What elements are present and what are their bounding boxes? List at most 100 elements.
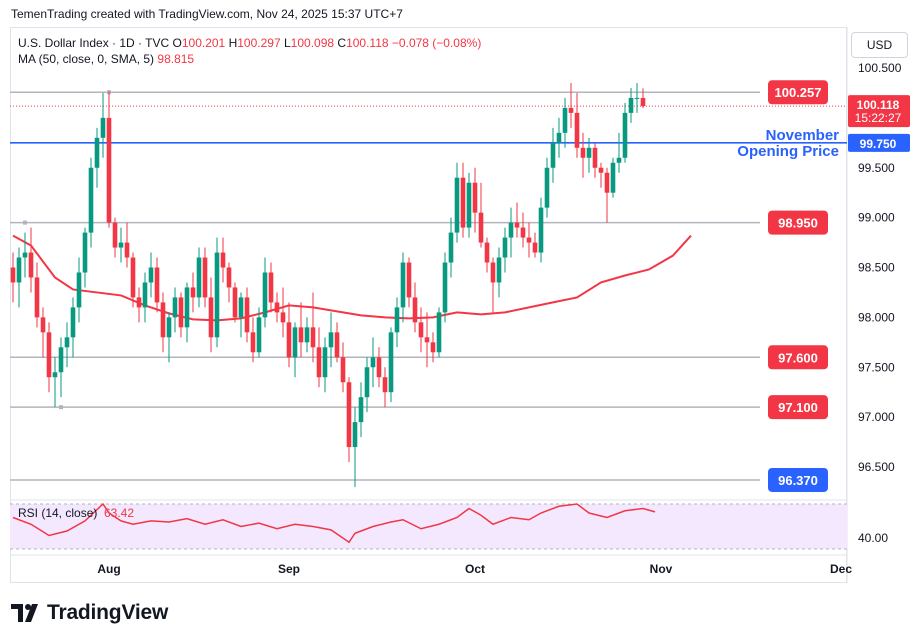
candle-body-60[interactable] — [370, 357, 376, 368]
candle-body-70[interactable] — [430, 342, 436, 353]
candle-body-94[interactable] — [574, 112, 580, 148]
level-box-3[interactable] — [768, 395, 828, 420]
candle-body-9[interactable] — [64, 337, 70, 348]
candle-body-49[interactable] — [304, 327, 310, 343]
candle-body-104[interactable] — [634, 97, 640, 99]
candle-body-76[interactable] — [466, 182, 472, 228]
candle-body-18[interactable] — [118, 242, 124, 248]
candle-body-32[interactable] — [202, 257, 208, 298]
candle-body-12[interactable] — [82, 232, 88, 273]
candle-body-34[interactable] — [214, 252, 220, 338]
candle-body-83[interactable] — [508, 222, 514, 238]
candle-body-96[interactable] — [586, 147, 592, 158]
candle-body-78[interactable] — [478, 212, 484, 243]
candle-body-99[interactable] — [604, 172, 610, 193]
candle-body-80[interactable] — [490, 262, 496, 283]
candle-body-68[interactable] — [418, 322, 424, 338]
candle-body-50[interactable] — [310, 327, 316, 348]
candle-body-86[interactable] — [526, 237, 532, 243]
candle-body-26[interactable] — [166, 317, 172, 338]
candle-body-97[interactable] — [592, 147, 598, 168]
candle-body-48[interactable] — [298, 327, 304, 343]
candle-body-87[interactable] — [532, 242, 538, 253]
candle-body-25[interactable] — [160, 302, 166, 338]
candle-body-7[interactable] — [52, 372, 58, 378]
candle-body-100[interactable] — [610, 162, 616, 193]
candle-body-53[interactable] — [328, 332, 334, 348]
candle-body-65[interactable] — [400, 262, 406, 308]
candle-body-42[interactable] — [262, 272, 268, 318]
candle-body-43[interactable] — [268, 272, 274, 303]
candle-body-20[interactable] — [130, 257, 136, 298]
candle-body-21[interactable] — [136, 297, 142, 308]
candle-body-101[interactable] — [616, 157, 622, 163]
candle-body-17[interactable] — [112, 222, 118, 248]
candle-body-72[interactable] — [442, 262, 448, 313]
candle-body-66[interactable] — [406, 262, 412, 298]
candle-body-85[interactable] — [520, 227, 526, 238]
candle-body-57[interactable] — [352, 422, 358, 448]
candle-body-10[interactable] — [70, 307, 76, 338]
candle-body-67[interactable] — [412, 297, 418, 323]
candle-body-23[interactable] — [148, 267, 154, 283]
level-box-1[interactable] — [768, 210, 828, 235]
level-box-2[interactable] — [768, 345, 828, 370]
candle-body-46[interactable] — [286, 322, 292, 358]
candle-body-51[interactable] — [316, 347, 322, 378]
candle-body-74[interactable] — [454, 177, 460, 233]
candle-body-37[interactable] — [232, 287, 238, 318]
candle-body-19[interactable] — [124, 242, 130, 258]
candle-body-33[interactable] — [208, 297, 214, 338]
candle-body-55[interactable] — [340, 357, 346, 383]
candle-body-79[interactable] — [484, 242, 490, 263]
candle-body-41[interactable] — [256, 317, 262, 353]
tradingview-logo[interactable]: TradingView — [11, 600, 168, 626]
candle-body-77[interactable] — [472, 182, 478, 213]
level-box-4[interactable] — [768, 467, 828, 492]
candle-body-103[interactable] — [628, 97, 634, 113]
candle-body-105[interactable] — [640, 97, 646, 107]
candle-body-92[interactable] — [562, 107, 568, 133]
level-box-0[interactable] — [768, 80, 828, 105]
symbol-name[interactable]: U.S. Dollar Index · 1D · TVC — [18, 36, 170, 50]
candle-body-30[interactable] — [190, 287, 196, 298]
candle-body-54[interactable] — [334, 332, 340, 358]
candle-body-39[interactable] — [244, 297, 250, 333]
candle-body-16[interactable] — [106, 117, 112, 223]
candle-body-91[interactable] — [556, 132, 562, 143]
candle-body-11[interactable] — [76, 272, 82, 308]
candle-body-62[interactable] — [382, 377, 388, 393]
candle-body-88[interactable] — [538, 207, 544, 253]
candle-body-1[interactable] — [16, 257, 22, 283]
candle-body-89[interactable] — [544, 167, 550, 208]
candle-body-84[interactable] — [514, 222, 520, 228]
candle-body-90[interactable] — [550, 142, 556, 168]
candle-body-15[interactable] — [100, 117, 106, 138]
candle-body-58[interactable] — [358, 397, 364, 423]
candle-body-73[interactable] — [448, 232, 454, 263]
candle-body-52[interactable] — [322, 347, 328, 378]
candle-body-63[interactable] — [388, 332, 394, 393]
candle-body-13[interactable] — [88, 167, 94, 233]
candle-body-45[interactable] — [280, 312, 286, 323]
candle-body-4[interactable] — [34, 277, 40, 318]
candle-body-47[interactable] — [292, 327, 298, 358]
candle-body-38[interactable] — [238, 297, 244, 318]
candle-body-27[interactable] — [172, 297, 178, 318]
candle-body-3[interactable] — [28, 252, 34, 278]
candle-body-22[interactable] — [142, 282, 148, 308]
candle-body-5[interactable] — [40, 317, 46, 333]
candle-body-36[interactable] — [226, 267, 232, 288]
candle-body-24[interactable] — [154, 267, 160, 303]
candle-body-29[interactable] — [184, 287, 190, 328]
candle-body-0[interactable] — [10, 267, 16, 283]
candle-body-35[interactable] — [220, 252, 226, 268]
ma-legend-name[interactable]: MA (50, close, 0, SMA, 5) — [18, 52, 155, 66]
candle-body-69[interactable] — [424, 337, 430, 343]
candle-body-64[interactable] — [394, 307, 400, 333]
candle-body-44[interactable] — [274, 302, 280, 313]
candle-body-61[interactable] — [376, 357, 382, 378]
candle-body-2[interactable] — [22, 252, 28, 258]
candle-body-14[interactable] — [94, 137, 100, 168]
